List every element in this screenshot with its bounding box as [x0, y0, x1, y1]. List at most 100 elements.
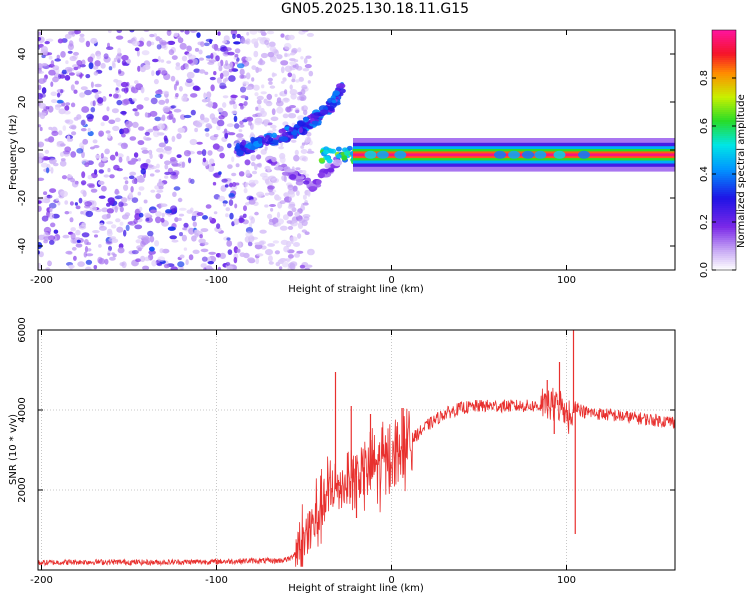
noise-speckle [67, 50, 73, 54]
noise-speckle [85, 40, 91, 48]
noise-speckle [181, 234, 187, 242]
colorbar-cell [712, 178, 736, 181]
noise-speckle [82, 138, 89, 145]
noise-speckle [161, 90, 170, 95]
noise-speckle [52, 65, 60, 71]
colorbar-cell [712, 234, 736, 237]
noise-speckle [219, 72, 224, 79]
noise-speckle [78, 224, 87, 230]
noise-speckle [295, 79, 300, 83]
noise-speckle [213, 43, 218, 51]
noise-speckle [131, 250, 139, 255]
noise-speckle [293, 154, 300, 162]
noise-speckle [257, 194, 262, 198]
noise-speckle [156, 147, 164, 153]
noise-speckle [163, 135, 168, 142]
noise-speckle [171, 135, 176, 142]
noise-speckle [295, 167, 301, 171]
noise-speckle [181, 55, 188, 62]
noise-speckle [246, 31, 250, 36]
noise-speckle [229, 182, 233, 188]
transition-blob [344, 150, 351, 156]
noise-speckle [280, 66, 285, 74]
noise-speckle [119, 221, 124, 226]
colorbar-cell [712, 62, 736, 65]
noise-speckle [100, 122, 105, 127]
noise-speckle [42, 77, 47, 83]
noise-speckle [86, 183, 95, 187]
noise-speckle [234, 48, 241, 54]
noise-speckle [147, 128, 154, 133]
noise-speckle [255, 257, 260, 265]
noise-speckle [119, 262, 125, 267]
noise-speckle [289, 89, 298, 96]
noise-speckle [104, 148, 110, 155]
chart-title: GN05.2025.130.18.11.G15 [280, 1, 470, 17]
noise-speckle [239, 74, 245, 79]
noise-speckle [70, 232, 76, 240]
noise-speckle [284, 52, 288, 58]
noise-speckle [140, 86, 145, 94]
colorbar-cell [712, 116, 736, 119]
noise-speckle [154, 93, 162, 98]
noise-speckle [270, 116, 279, 122]
noise-speckle [236, 241, 242, 249]
noise-speckle [236, 63, 245, 69]
noise-speckle [304, 64, 312, 69]
noise-speckle [71, 246, 77, 251]
noise-speckle [278, 146, 284, 150]
noise-speckle [188, 254, 194, 261]
noise-speckle [143, 199, 148, 204]
noise-speckle [85, 210, 94, 218]
noise-speckle [64, 74, 71, 81]
noise-speckle [108, 119, 116, 125]
noise-speckle [225, 77, 229, 82]
noise-speckle [155, 211, 162, 217]
noise-speckle [64, 200, 69, 205]
noise-speckle [185, 259, 189, 266]
chirp-blob [245, 149, 256, 153]
noise-speckle [143, 236, 151, 244]
colorbar-cell [712, 184, 736, 187]
noise-speckle [220, 185, 227, 192]
noise-speckle [300, 145, 305, 149]
colorbar-cell [712, 110, 736, 113]
x-tick-label: -200 [30, 275, 53, 286]
colorbar-cell [712, 86, 736, 89]
noise-speckle [67, 174, 73, 179]
noise-speckle [282, 97, 290, 103]
noise-speckle [137, 65, 141, 72]
noise-speckle [208, 165, 215, 173]
noise-speckle [222, 51, 230, 57]
noise-speckle [201, 149, 207, 157]
noise-speckle [67, 43, 74, 51]
colorbar-cell [712, 124, 736, 127]
noise-speckle [287, 184, 294, 191]
noise-speckle [304, 267, 311, 270]
noise-speckle [65, 60, 69, 65]
x-tick-label: 100 [557, 575, 576, 586]
noise-speckle [307, 80, 311, 84]
noise-speckle [278, 266, 283, 270]
noise-speckle [177, 127, 186, 133]
noise-speckle [176, 35, 181, 40]
noise-speckle [178, 213, 185, 217]
noise-speckle [43, 157, 51, 161]
colorbar-cell [712, 132, 736, 135]
noise-speckle [56, 92, 61, 98]
noise-speckle [164, 175, 169, 179]
noise-speckle [89, 206, 98, 212]
noise-speckle [164, 146, 172, 151]
colorbar-cell [712, 248, 736, 251]
noise-speckle [243, 252, 250, 259]
noise-speckle [170, 205, 178, 213]
noise-speckle [288, 34, 295, 41]
noise-speckle [179, 42, 187, 50]
chirp-blob [329, 101, 337, 109]
chirp-blob [235, 142, 241, 150]
noise-speckle [206, 267, 214, 270]
noise-speckle [60, 51, 66, 58]
noise-speckle [65, 250, 73, 255]
colorbar-cell [712, 64, 736, 67]
